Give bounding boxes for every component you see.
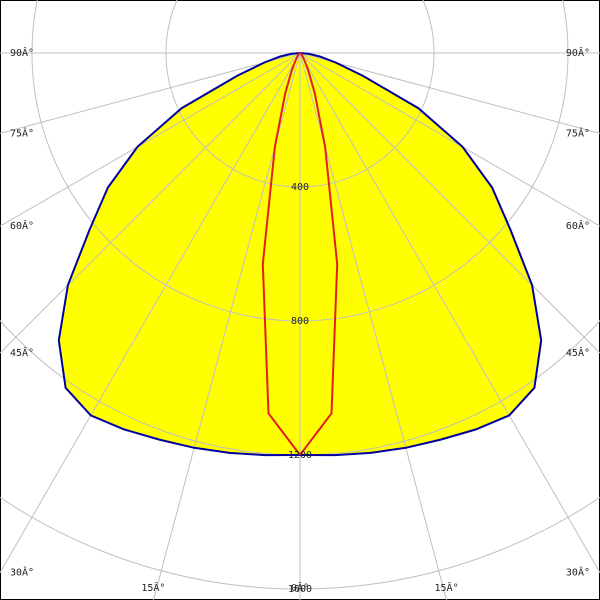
radial-tick-label: 400: [291, 182, 309, 193]
angle-tick-label: 45Â°: [566, 346, 590, 359]
grid-ray: [299, 52, 600, 573]
angle-tick-label: 30Â°: [10, 566, 34, 579]
angle-tick-label: 0Â°: [291, 581, 309, 594]
radial-tick-label: 1200: [288, 450, 312, 461]
angle-tick-label: 90Â°: [566, 46, 590, 59]
angle-tick-label: 45Â°: [10, 346, 34, 359]
grid-ray: [0, 52, 301, 134]
grid-ray: [299, 52, 600, 227]
angle-tick-label: 15Â°: [141, 581, 165, 594]
angle-tick-label: 30Â°: [566, 566, 590, 579]
angle-tick-label: 90Â°: [10, 46, 34, 59]
grid-ray: [299, 52, 600, 134]
angle-tick-label: 15Â°: [435, 581, 459, 594]
grid-ray: [299, 52, 600, 354]
angle-tick-label: 75Â°: [10, 126, 34, 139]
angle-tick-label: 60Â°: [566, 219, 590, 232]
radial-tick-label: 800: [291, 316, 309, 327]
angle-tick-label: 60Â°: [10, 219, 34, 232]
grid-ray: [0, 52, 301, 227]
angle-tick-label: 75Â°: [566, 126, 590, 139]
grid-ray: [0, 52, 301, 573]
curve-line: [261, 52, 301, 456]
curve-line: [57, 52, 301, 457]
grid-ray: [0, 52, 301, 354]
curve-line: [299, 52, 543, 457]
curve-line: [299, 52, 339, 456]
radial-tick-label: 1600: [288, 584, 312, 595]
